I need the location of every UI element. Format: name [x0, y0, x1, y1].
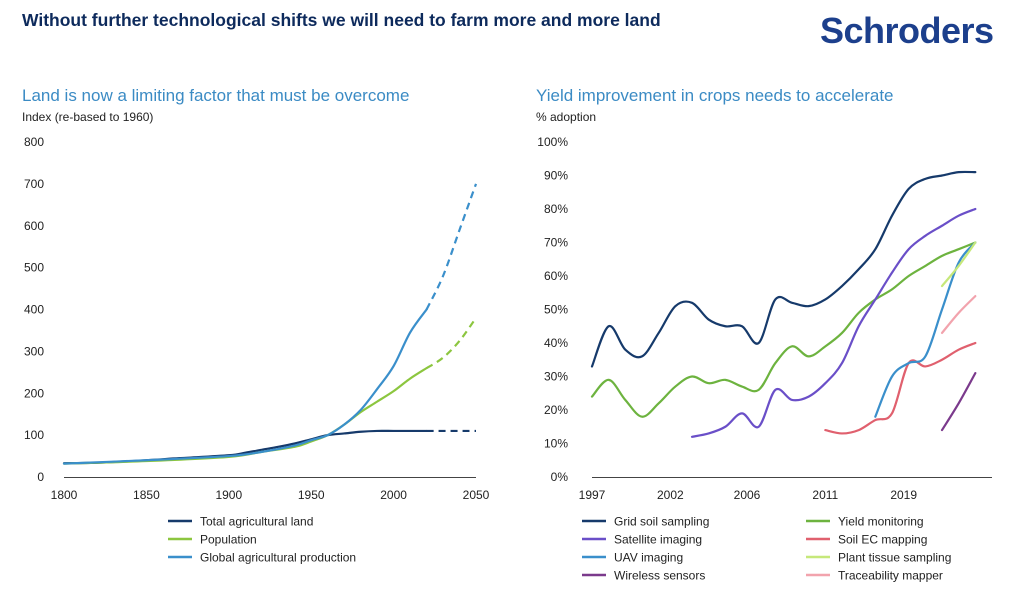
right-y-tick-label: 60% [544, 269, 568, 283]
right-series-grid-soil-sampling [590, 170, 977, 368]
right-chart-ylabel: % adoption [536, 110, 597, 124]
right-y-tick-label: 40% [544, 336, 568, 350]
right-legend-label: Soil EC mapping [838, 533, 927, 547]
left-x-tick-label: 1900 [215, 488, 242, 502]
right-y-tick-label: 20% [544, 403, 568, 417]
left-legend-label: Global agricultural production [200, 551, 356, 565]
left-y-tick-label: 200 [24, 386, 44, 400]
right-series-plant-tissue-sampling [940, 241, 977, 288]
right-legend-label: Plant tissue sampling [838, 551, 951, 565]
right-x-tick-label: 2019 [890, 488, 917, 502]
left-chart-title: Land is now a limiting factor that must … [22, 86, 410, 105]
left-legend-label: Population [200, 533, 257, 547]
right-y-tick-label: 0% [551, 470, 569, 484]
right-y-tick-label: 30% [544, 370, 568, 384]
left-x-tick-label: 1850 [133, 488, 160, 502]
right-legend-label: Yield monitoring [838, 515, 924, 529]
left-forecast-global-agricultural-production [425, 183, 478, 310]
page-title: Without further technological shifts we … [22, 10, 661, 30]
left-x-tick-label: 2000 [380, 488, 407, 502]
right-chart-title: Yield improvement in crops needs to acce… [536, 86, 894, 105]
right-y-tick-label: 90% [544, 169, 568, 183]
right-series-satellite-imaging [690, 207, 977, 438]
right-x-tick-label: 1997 [579, 488, 606, 502]
right-legend-label: UAV imaging [614, 551, 683, 565]
right-legend-label: Satellite imaging [614, 533, 702, 547]
left-series-global-agricultural-production [62, 308, 428, 465]
left-y-tick-label: 700 [24, 177, 44, 191]
right-y-tick-label: 50% [544, 303, 568, 317]
right-x-tick-label: 2002 [657, 488, 684, 502]
left-y-tick-label: 400 [24, 303, 44, 317]
right-series-yield-monitoring [590, 241, 977, 418]
left-legend-label: Total agricultural land [200, 515, 313, 529]
right-series-uav-imaging [874, 241, 977, 418]
left-y-tick-label: 300 [24, 344, 44, 358]
right-x-tick-label: 2006 [734, 488, 761, 502]
right-y-tick-label: 80% [544, 202, 568, 216]
right-series-traceability-mapper [940, 295, 977, 335]
left-forecast-population [425, 317, 477, 370]
right-legend-label: Traceability mapper [838, 569, 943, 583]
right-legend-label: Grid soil sampling [614, 515, 709, 529]
brand-logo: Schroders [820, 10, 994, 51]
left-y-tick-label: 800 [24, 135, 44, 149]
land-index-chart: 0 100 200 300 400 500 600 700 800 1800 1850 1900 195… [24, 135, 490, 565]
right-y-tick-label: 10% [544, 437, 568, 451]
left-y-tick-label: 500 [24, 261, 44, 275]
left-y-tick-label: 0 [37, 470, 44, 484]
left-chart-ylabel: Index (re-based to 1960) [22, 110, 154, 124]
right-series-soil-ec-mapping [824, 341, 977, 435]
right-legend-label: Wireless sensors [614, 569, 705, 583]
left-y-tick-label: 100 [24, 428, 44, 442]
left-y-tick-label: 600 [24, 219, 44, 233]
right-x-tick-label: 2011 [812, 488, 838, 502]
left-x-tick-label: 1800 [51, 488, 78, 502]
left-x-tick-label: 2050 [463, 488, 490, 502]
left-x-tick-label: 1950 [298, 488, 325, 502]
right-y-tick-label: 70% [544, 236, 568, 250]
right-series-wireless-sensors [940, 372, 977, 432]
right-y-tick-label: 100% [537, 135, 568, 149]
